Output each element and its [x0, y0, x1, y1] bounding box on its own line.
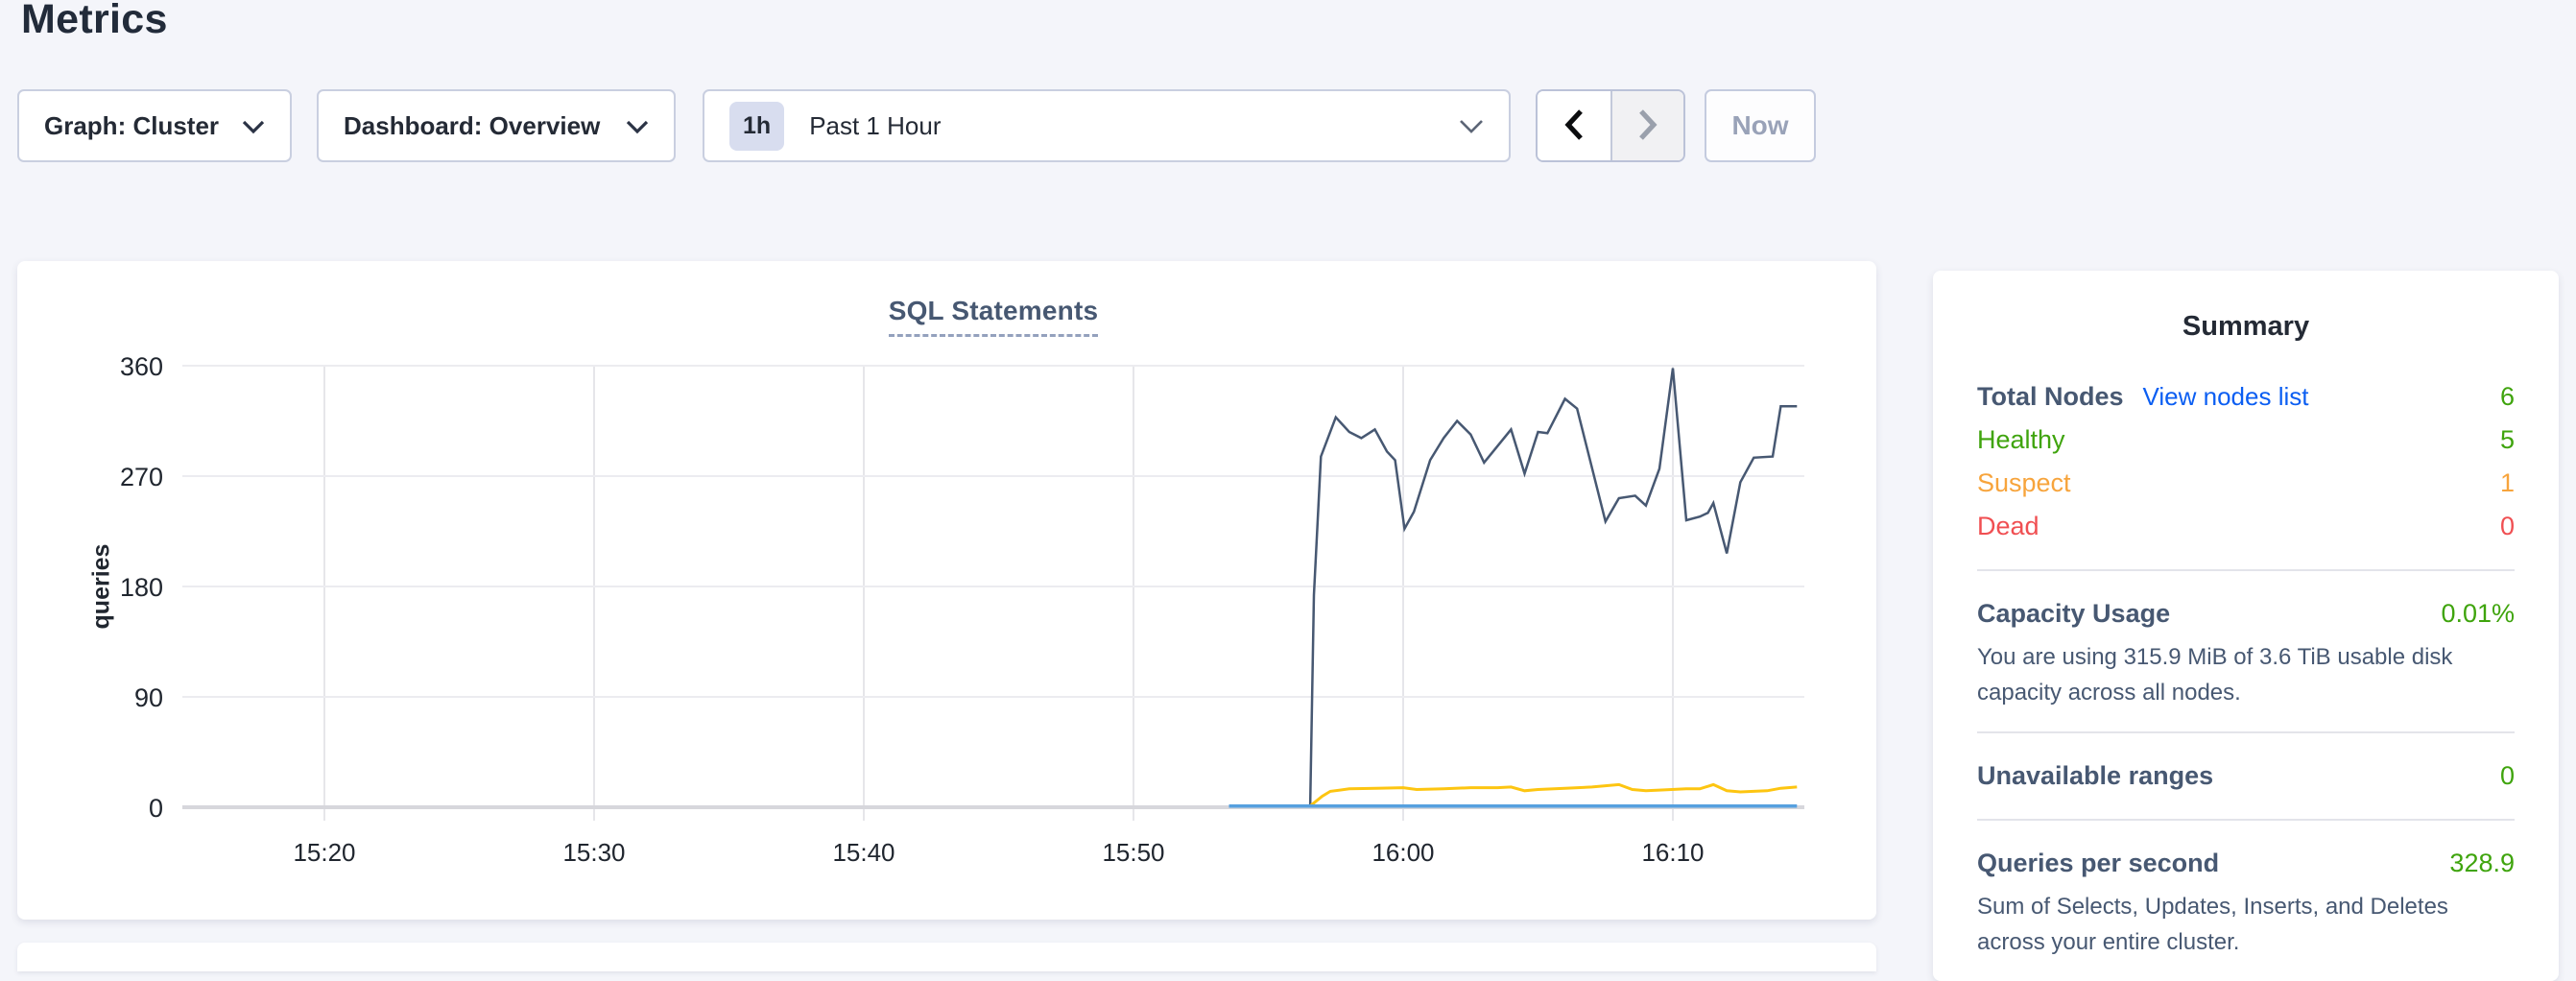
page-title: Metrics	[21, 0, 168, 42]
y-tick-label: 0	[149, 794, 163, 823]
summary-row-label: Healthy	[1977, 425, 2065, 454]
chevron-right-icon	[1637, 108, 1658, 144]
summary-row-label: Dead	[1977, 512, 2039, 540]
summary-row-label: Capacity Usage	[1977, 599, 2171, 628]
chart-title[interactable]: SQL Statements	[888, 296, 1099, 337]
summary-row: Unavailable ranges 0	[1977, 754, 2515, 798]
summary-row-value: 328.9	[2449, 849, 2515, 877]
graph-dropdown-label: Graph: Cluster	[44, 110, 220, 140]
y-tick-label: 90	[134, 683, 163, 712]
summary-sections: Total Nodes View nodes list 6 Healthy 5 Suspe…	[1977, 375, 2515, 960]
x-tick-label: 15:20	[293, 838, 355, 867]
y-tick-label: 360	[120, 352, 163, 381]
chevron-down-icon	[626, 111, 649, 141]
summary-card: Summary Total Nodes View nodes list 6 Healt…	[1933, 271, 2559, 981]
summary-row-value: 0	[2499, 512, 2515, 540]
summary-title: Summary	[2182, 311, 2310, 342]
summary-row-label: Unavailable ranges	[1977, 761, 2214, 790]
toolbar: Graph: Cluster Dashboard: Overview 1h Pa…	[17, 89, 1816, 162]
view-nodes-list-link[interactable]: View nodes list	[2142, 382, 2309, 411]
summary-row-label: Total Nodes	[1977, 382, 2124, 411]
x-tick-label: 15:50	[1102, 838, 1164, 867]
summary-row-label: Queries per second	[1977, 849, 2220, 877]
chart-card: SQL Statements queries 0 90 180 270 360 15:20…	[17, 261, 1876, 920]
y-tick-label: 180	[120, 573, 163, 602]
x-tick-label: 16:10	[1641, 838, 1704, 867]
time-pager	[1536, 89, 1685, 162]
summary-divider	[1977, 731, 2515, 733]
summary-row: Queries per second 328.9	[1977, 842, 2515, 885]
summary-description: Sum of Selects, Updates, Inserts, and De…	[1977, 894, 2448, 955]
summary-row: Suspect 1	[1977, 462, 2515, 505]
summary-row-value: 6	[2499, 382, 2515, 411]
statements-navy-line	[1308, 368, 1798, 808]
summary-row: Dead 0	[1977, 505, 2515, 548]
chart-title-wrap: SQL Statements	[182, 296, 1804, 337]
summary-divider	[1977, 819, 2515, 821]
summary-row: Total Nodes View nodes list 6	[1977, 375, 2515, 419]
chevron-down-icon	[242, 111, 265, 141]
summary-row-value: 0	[2499, 761, 2515, 790]
time-window-badge: 1h	[729, 101, 785, 151]
x-tick-label: 15:30	[562, 838, 625, 867]
dashboard-dropdown[interactable]: Dashboard: Overview	[317, 89, 676, 162]
summary-divider	[1977, 569, 2515, 571]
x-tick-label: 16:00	[1371, 838, 1434, 867]
sql-statements-chart: 0 90 180 270 360 15:20 15:30 15:40 15:50 16:00 16:…	[120, 352, 1804, 867]
time-back-button[interactable]	[1538, 91, 1610, 160]
time-window-selector[interactable]: 1h Past 1 Hour	[703, 89, 1511, 162]
x-tick-label: 15:40	[832, 838, 894, 867]
summary-row: Capacity Usage 0.01%	[1977, 592, 2515, 635]
summary-row-value: 1	[2499, 468, 2515, 497]
summary-row-value: 5	[2499, 425, 2515, 454]
now-button[interactable]: Now	[1705, 89, 1816, 162]
chevron-left-icon	[1563, 108, 1585, 144]
next-chart-card-edge	[17, 943, 1876, 971]
dashboard-dropdown-label: Dashboard: Overview	[344, 110, 601, 140]
graph-dropdown[interactable]: Graph: Cluster	[17, 89, 292, 162]
summary-row-value: 0.01%	[2441, 599, 2515, 628]
summary-row: Healthy 5	[1977, 419, 2515, 462]
chevron-down-icon	[1459, 111, 1484, 141]
time-forward-button[interactable]	[1610, 91, 1683, 160]
summary-description: You are using 315.9 MiB of 3.6 TiB usabl…	[1977, 644, 2453, 706]
statements-yellow-line	[1309, 782, 1798, 807]
time-window-label: Past 1 Hour	[809, 110, 942, 140]
y-tick-label: 270	[120, 463, 163, 491]
summary-row-label: Suspect	[1977, 468, 2071, 497]
